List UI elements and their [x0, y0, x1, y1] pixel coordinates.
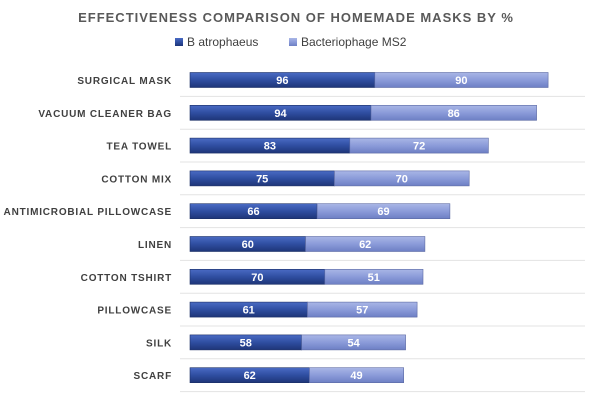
- data-label-bacteriophage-ms2-linen: 62: [359, 239, 371, 251]
- category-label-scarf: SCARF: [134, 371, 172, 382]
- data-label-bacteriophage-ms2-scarf: 49: [350, 370, 362, 382]
- data-label-b-atrophaeus-tea-towel: 83: [264, 141, 276, 153]
- bars: 96 90 94 86 83 72 75 70 66 69 60 62 70 51 61 57 58 54 62 49: [189, 72, 549, 384]
- data-label-b-atrophaeus-pillowcase: 61: [243, 305, 255, 317]
- bar-bacteriophage-ms2-pillowcase: [307, 301, 418, 318]
- bar-bacteriophage-ms2-surgical-mask: [374, 72, 549, 88]
- category-label-silk: SILK: [146, 338, 172, 349]
- data-label-b-atrophaeus-vacuum-cleaner-bag: 94: [274, 108, 287, 120]
- category-label-tea-towel: TEA TOWEL: [106, 142, 172, 153]
- category-label-cotton-mix: COTTON MIX: [101, 174, 172, 185]
- legend: B atrophaeus Bacteriophage MS2: [175, 35, 407, 49]
- category-label-surgical-mask: SURGICAL MASK: [77, 76, 172, 87]
- category-labels: SURGICAL MASK VACUUM CLEANER BAG TEA TOWEL…: [4, 76, 172, 382]
- data-label-bacteriophage-ms2-surgical-mask: 90: [455, 75, 467, 87]
- legend-label-bacteriophage-ms2: Bacteriophage MS2: [301, 35, 407, 49]
- legend-swatch-bacteriophage-ms2: [289, 38, 297, 46]
- data-label-b-atrophaeus-linen: 60: [242, 239, 254, 251]
- data-label-b-atrophaeus-cotton-mix: 75: [256, 173, 268, 185]
- legend-label-b-atrophaeus: B atrophaeus: [187, 35, 258, 49]
- bar-bacteriophage-ms2-silk: [301, 334, 406, 351]
- category-label-pillowcase: PILLOWCASE: [97, 306, 172, 317]
- bar-bacteriophage-ms2-antimicrobial-pillowcase: [316, 203, 451, 219]
- data-label-b-atrophaeus-scarf: 62: [244, 370, 256, 382]
- data-label-b-atrophaeus-antimicrobial-pillowcase: 66: [247, 206, 259, 218]
- legend-swatch-b-atrophaeus: [175, 38, 183, 46]
- data-label-bacteriophage-ms2-cotton-tshirt: 51: [368, 272, 380, 284]
- category-label-antimicrobial-pillowcase: ANTIMICROBIAL PILLOWCASE: [4, 207, 172, 218]
- category-label-linen: LINEN: [138, 240, 172, 251]
- bar-bacteriophage-ms2-cotton-tshirt: [324, 268, 424, 285]
- data-label-b-atrophaeus-cotton-tshirt: 70: [251, 272, 263, 284]
- bar-bacteriophage-ms2-tea-towel: [349, 137, 489, 154]
- data-label-b-atrophaeus-silk: 58: [240, 337, 252, 349]
- data-label-bacteriophage-ms2-silk: 54: [347, 337, 360, 349]
- bar-bacteriophage-ms2-linen: [305, 236, 426, 252]
- data-label-bacteriophage-ms2-pillowcase: 57: [356, 305, 368, 317]
- bar-bacteriophage-ms2-vacuum-cleaner-bag: [370, 105, 537, 121]
- bar-bacteriophage-ms2-cotton-mix: [334, 170, 470, 187]
- category-label-cotton-tshirt: COTTON TSHIRT: [81, 273, 172, 284]
- category-label-vacuum-cleaner-bag: VACUUM CLEANER BAG: [38, 109, 172, 120]
- data-label-b-atrophaeus-surgical-mask: 96: [276, 75, 288, 87]
- grid-lines: [180, 95, 585, 393]
- data-label-bacteriophage-ms2-antimicrobial-pillowcase: 69: [377, 206, 389, 218]
- data-label-bacteriophage-ms2-vacuum-cleaner-bag: 86: [448, 108, 460, 120]
- chart-title: EFFECTIVENESS COMPARISON OF HOMEMADE MAS…: [78, 10, 514, 25]
- data-label-bacteriophage-ms2-tea-towel: 72: [413, 141, 425, 153]
- bar-bacteriophage-ms2-scarf: [309, 367, 404, 384]
- data-label-bacteriophage-ms2-cotton-mix: 70: [396, 173, 408, 185]
